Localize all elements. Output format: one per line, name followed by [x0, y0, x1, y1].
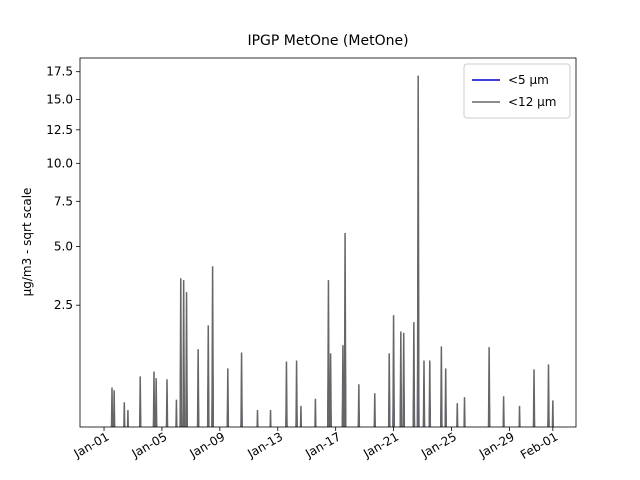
x-tick-label: Jan-29: [476, 429, 517, 461]
chart-title: IPGP MetOne (MetOne): [247, 33, 408, 49]
y-tick-label: 2.5: [54, 298, 73, 312]
legend-box: [463, 63, 571, 119]
data-line: [110, 75, 555, 427]
y-tick-label: 12.5: [46, 123, 73, 137]
legend-label: <5 µm: [508, 73, 549, 87]
y-tick-label: 15.0: [46, 93, 73, 107]
x-tick-label: Feb-01: [518, 429, 560, 462]
x-tick-label: Jan-05: [129, 429, 170, 461]
y-axis-label: µg/m3 - sqrt scale: [20, 188, 34, 297]
legend-label: <12 µm: [508, 95, 556, 109]
y-tick-label: 17.5: [46, 65, 73, 79]
axes-frame: [79, 57, 577, 428]
y-tick-label: 7.5: [54, 194, 73, 208]
x-tick-label: Jan-17: [302, 429, 343, 461]
y-tick-label: 5.0: [54, 239, 73, 253]
x-tick-label: Jan-13: [244, 429, 285, 461]
x-tick-label: Jan-09: [186, 429, 227, 461]
y-tick-label: 10.0: [46, 156, 73, 170]
x-tick-label: Jan-25: [418, 429, 459, 461]
plot-area: [110, 75, 555, 427]
x-tick-label: Jan-21: [360, 429, 401, 461]
data-line: [110, 243, 554, 427]
x-tick-label: Jan-01: [71, 429, 112, 461]
